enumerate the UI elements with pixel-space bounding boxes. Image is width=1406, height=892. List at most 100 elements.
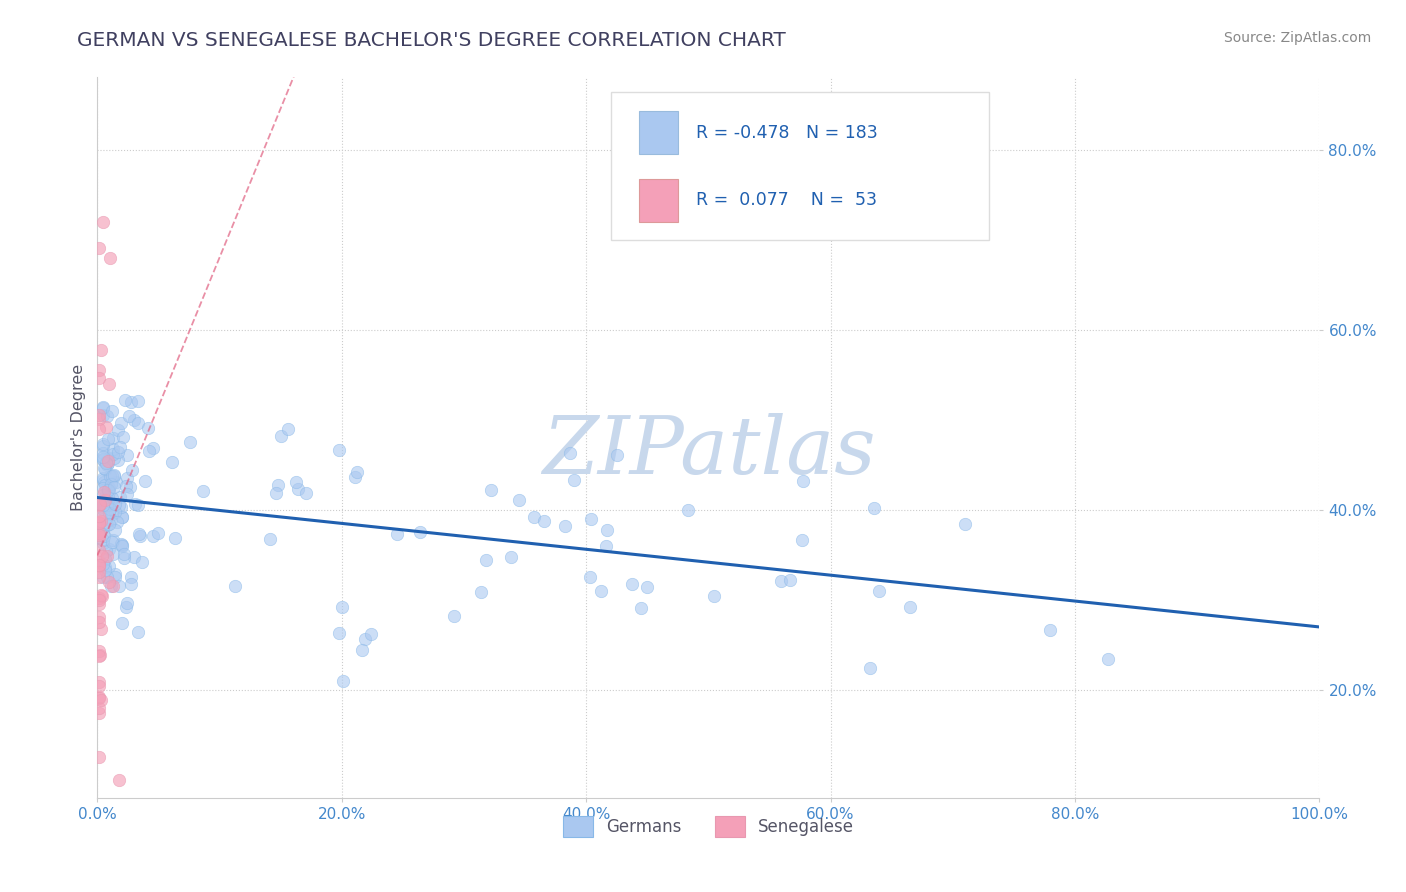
Point xyxy=(93,500,115,515)
Point xyxy=(98,469,121,483)
Text: Source: ZipAtlas.com: Source: ZipAtlas.com xyxy=(1223,31,1371,45)
Point xyxy=(93,499,115,513)
Point xyxy=(94,552,117,566)
Point xyxy=(87,370,110,384)
Point xyxy=(90,622,112,636)
Point xyxy=(350,643,373,657)
Point xyxy=(101,491,124,505)
Point xyxy=(501,550,523,565)
Point xyxy=(93,439,115,453)
Point xyxy=(295,486,318,500)
Point xyxy=(138,443,160,458)
Point xyxy=(90,693,112,707)
Point xyxy=(108,490,131,504)
Point xyxy=(96,518,118,533)
Point xyxy=(127,416,149,430)
Point xyxy=(591,584,613,599)
Point xyxy=(523,509,546,524)
Point xyxy=(100,513,122,527)
Point xyxy=(328,443,350,458)
Point xyxy=(676,503,699,517)
Point xyxy=(344,470,367,484)
Point xyxy=(98,517,121,532)
Point xyxy=(630,600,652,615)
Point xyxy=(87,706,110,720)
Point xyxy=(104,497,127,511)
Point xyxy=(93,453,115,467)
Point xyxy=(93,460,115,475)
Point xyxy=(606,449,628,463)
Point xyxy=(100,477,122,491)
Point xyxy=(94,560,117,574)
Point xyxy=(267,477,290,491)
Point xyxy=(87,525,110,540)
Point xyxy=(193,484,215,499)
Point xyxy=(360,626,382,640)
Point xyxy=(87,530,110,544)
Point xyxy=(105,515,128,529)
Point xyxy=(596,523,619,537)
Point xyxy=(112,547,135,561)
Point xyxy=(868,583,890,598)
Point xyxy=(104,570,127,584)
Point xyxy=(97,454,120,468)
Point xyxy=(179,434,201,449)
Point xyxy=(94,487,117,501)
Point xyxy=(87,498,110,512)
Point xyxy=(1039,623,1062,637)
Point xyxy=(103,450,125,465)
Point xyxy=(98,251,121,265)
Legend: Germans, Senegalese: Germans, Senegalese xyxy=(555,809,860,844)
Point xyxy=(104,505,127,519)
Point xyxy=(111,510,134,524)
Point xyxy=(87,509,110,524)
Point xyxy=(93,497,115,511)
Point xyxy=(117,471,139,485)
Point xyxy=(111,615,134,630)
Point xyxy=(104,567,127,582)
Point xyxy=(146,526,169,541)
Point xyxy=(120,395,142,409)
Point xyxy=(87,542,110,557)
Point xyxy=(87,675,110,690)
Point xyxy=(87,565,110,579)
Point xyxy=(87,422,110,436)
Bar xyxy=(638,112,678,154)
Point xyxy=(96,455,118,469)
Point xyxy=(97,432,120,446)
Point xyxy=(90,589,112,603)
Point xyxy=(93,214,115,228)
Point xyxy=(93,563,115,577)
Point xyxy=(87,363,110,377)
Point xyxy=(110,537,132,551)
Point xyxy=(101,547,124,561)
Point xyxy=(87,591,110,605)
Point xyxy=(129,529,152,543)
Point xyxy=(89,648,111,662)
Point xyxy=(104,475,127,489)
Point xyxy=(115,479,138,493)
Point xyxy=(94,544,117,558)
Point xyxy=(98,559,121,574)
Point xyxy=(121,463,143,477)
Point xyxy=(104,523,127,537)
Point xyxy=(87,690,110,704)
Point xyxy=(87,649,110,664)
Point xyxy=(108,773,131,788)
Point xyxy=(93,535,115,549)
Point xyxy=(89,241,111,255)
Point xyxy=(533,514,555,528)
Point xyxy=(93,558,115,572)
Point xyxy=(111,540,134,554)
Point xyxy=(87,411,110,425)
Point xyxy=(703,589,725,603)
Point xyxy=(97,377,120,392)
Point xyxy=(562,473,585,487)
Point xyxy=(96,409,118,423)
Point xyxy=(115,487,138,501)
Point xyxy=(898,599,921,614)
Point xyxy=(87,690,110,705)
Point xyxy=(87,597,110,611)
Point xyxy=(93,437,115,451)
Point xyxy=(97,483,120,497)
